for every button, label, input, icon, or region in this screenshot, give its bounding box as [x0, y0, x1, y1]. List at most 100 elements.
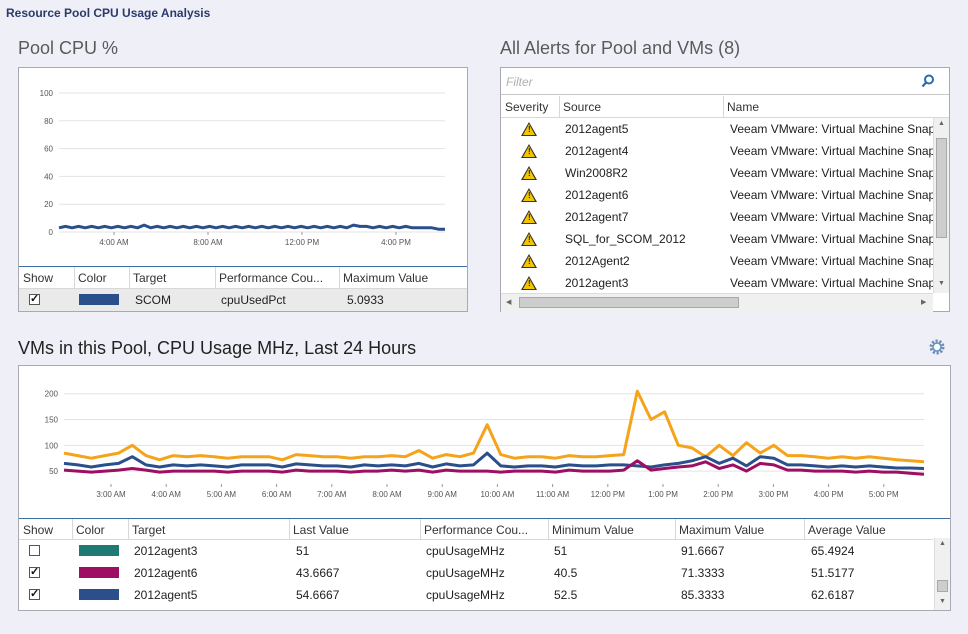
- column-header[interactable]: Target: [132, 523, 166, 537]
- last-value-cell: 51: [296, 544, 310, 558]
- column-separator[interactable]: [559, 96, 560, 117]
- last-value-cell: 54.6667: [296, 588, 340, 602]
- column-header[interactable]: Source: [563, 100, 602, 114]
- column-header[interactable]: Last Value: [293, 523, 349, 537]
- gear-icon[interactable]: [928, 338, 946, 356]
- filter-input[interactable]: Filter: [506, 75, 533, 89]
- scroll-down-icon[interactable]: ▼: [938, 280, 945, 287]
- column-separator[interactable]: [339, 267, 340, 288]
- table-row[interactable]: ✓ 2012agent5 54.6667 cpuUsageMHz 52.5 85.3333…: [19, 584, 933, 606]
- scroll-thumb[interactable]: [937, 580, 948, 592]
- search-icon[interactable]: [921, 74, 935, 88]
- table-row[interactable]: ✓ SCOM cpuUsedPct 5.0933: [19, 289, 467, 311]
- max-value-cell: 85.3333: [681, 588, 725, 602]
- color-swatch: [79, 294, 119, 305]
- column-header[interactable]: Average Value: [808, 523, 886, 537]
- column-header[interactable]: Performance Cou...: [219, 271, 324, 285]
- column-header[interactable]: Maximum Value: [343, 271, 429, 285]
- avg-value-cell: 62.6187: [811, 588, 855, 602]
- filter-box[interactable]: Filter: [501, 68, 949, 95]
- table-row[interactable]: ! 2012agent3 Veeam VMware: Virtual Machine…: [501, 272, 949, 292]
- show-checkbox[interactable]: ✓: [29, 566, 40, 578]
- pool-cpu-chart: 0 20 40 60 80 100 4:00 AM 8:00 AM 12:00 PM 4:00 P…: [40, 89, 445, 247]
- source-cell: 2012agent5: [565, 122, 629, 136]
- scroll-down-icon[interactable]: ▼: [939, 598, 946, 605]
- source-cell: 2012agent7: [565, 210, 629, 224]
- table-row[interactable]: ! SQL_for_SCOM_2012 Veeam VMware: Virtual …: [501, 228, 949, 250]
- vms-chart-xtick-label: 8:00 AM: [372, 490, 402, 499]
- column-separator[interactable]: [72, 519, 73, 539]
- source-cell: 2012agent6: [565, 188, 629, 202]
- color-swatch: [79, 567, 119, 578]
- column-header[interactable]: Show: [23, 271, 54, 285]
- target-cell: 2012agent5: [134, 588, 198, 602]
- show-checkbox[interactable]: [29, 545, 40, 556]
- table-row[interactable]: ✓ 2012agent6 43.6667 cpuUsageMHz 40.5 71.3333…: [19, 562, 933, 584]
- alert-name-cell: Veeam VMware: Virtual Machine Snap: [730, 276, 933, 290]
- table-row[interactable]: ! 2012agent6 Veeam VMware: Virtual Machine…: [501, 184, 949, 206]
- vms-chart-xtick-label: 1:00 PM: [648, 490, 678, 499]
- column-header[interactable]: Target: [133, 271, 167, 285]
- column-header[interactable]: Name: [727, 100, 760, 114]
- target-cell: 2012agent3: [134, 544, 198, 558]
- column-separator[interactable]: [723, 96, 724, 117]
- table-row[interactable]: ! Win2008R2 Veeam VMware: Virtual Machine …: [501, 162, 949, 184]
- max-value-cell: 91.6667: [681, 544, 725, 558]
- avg-value-cell: 65.4924: [811, 544, 855, 558]
- alerts-horizontal-scrollbar[interactable]: ◀ ▶: [501, 293, 933, 312]
- scroll-left-icon[interactable]: ◀: [506, 299, 512, 306]
- vms-chart-xtick-label: 10:00 AM: [480, 490, 514, 499]
- scroll-up-icon[interactable]: ▲: [938, 120, 945, 127]
- min-value-cell: 40.5: [554, 566, 578, 580]
- table-row[interactable]: ! 2012agent4 Veeam VMware: Virtual Machine…: [501, 140, 949, 162]
- pool-cpu-chart-ytick-label: 0: [49, 228, 54, 237]
- window-title: Resource Pool CPU Usage Analysis: [6, 6, 211, 20]
- table-row[interactable]: 2012agent3 51 cpuUsageMHz 51 91.6667 65.4924: [19, 540, 933, 562]
- column-separator[interactable]: [215, 267, 216, 288]
- scroll-right-icon[interactable]: ▶: [921, 299, 927, 306]
- column-separator[interactable]: [548, 519, 549, 539]
- column-header[interactable]: Severity: [505, 100, 549, 114]
- counter-cell: cpuUsageMHz: [426, 544, 505, 558]
- vms-chart-series-line-0: [63, 389, 925, 464]
- alerts-table: Severity Source Name ! 2012agent5 Veeam VMwar…: [501, 96, 949, 292]
- vms-table: Show Color Target Last Value Performance Cou…: [19, 519, 933, 610]
- table-row[interactable]: ! 2012agent5 Veeam VMware: Virtual Machine…: [501, 118, 949, 140]
- column-header[interactable]: Performance Cou...: [424, 523, 529, 537]
- column-separator[interactable]: [128, 519, 129, 539]
- source-cell: 2012Agent2: [565, 254, 630, 268]
- column-separator[interactable]: [129, 267, 130, 288]
- column-header[interactable]: Show: [23, 523, 54, 537]
- column-separator[interactable]: [74, 267, 75, 288]
- horizontal-scroll-thumb[interactable]: [519, 297, 739, 308]
- source-cell: SQL_for_SCOM_2012: [565, 232, 686, 246]
- column-header[interactable]: Maximum Value: [679, 523, 765, 537]
- counter-cell: cpuUsageMHz: [426, 588, 505, 602]
- table-row[interactable]: ! 2012Agent2 Veeam VMware: Virtual Machine…: [501, 250, 949, 272]
- show-checkbox[interactable]: ✓: [29, 588, 40, 600]
- pool-cpu-chart-xtick-label: 8:00 AM: [193, 238, 223, 247]
- column-separator[interactable]: [675, 519, 676, 539]
- alert-name-cell: Veeam VMware: Virtual Machine Snap: [730, 254, 933, 268]
- min-value-cell: 51: [554, 544, 568, 558]
- column-header[interactable]: Color: [76, 523, 105, 537]
- column-separator[interactable]: [420, 519, 421, 539]
- show-checkbox[interactable]: ✓: [29, 293, 40, 305]
- column-header[interactable]: Color: [78, 271, 107, 285]
- target-cell: 2012agent6: [134, 566, 198, 580]
- alerts-vertical-scrollbar[interactable]: ▲ ▼: [933, 118, 949, 293]
- vms-chart-xtick-label: 5:00 PM: [869, 490, 899, 499]
- source-cell: Win2008R2: [565, 166, 628, 180]
- column-separator[interactable]: [804, 519, 805, 539]
- pool-cpu-panel: 0 20 40 60 80 100 4:00 AM 8:00 AM 12:00 PM 4:00 P…: [18, 67, 468, 312]
- vms-vertical-scrollbar[interactable]: ▲ ▼: [934, 538, 950, 610]
- table-row[interactable]: ! 2012agent7 Veeam VMware: Virtual Machine…: [501, 206, 949, 228]
- scroll-up-icon[interactable]: ▲: [939, 540, 946, 547]
- vms-chart-xtick-label: 4:00 PM: [814, 490, 844, 499]
- alert-name-cell: Veeam VMware: Virtual Machine Snap: [730, 144, 933, 158]
- scroll-thumb[interactable]: [936, 138, 947, 238]
- column-header[interactable]: Minimum Value: [552, 523, 634, 537]
- vms-title: VMs in this Pool, CPU Usage MHz, Last 24…: [18, 338, 417, 358]
- column-separator[interactable]: [289, 519, 290, 539]
- pool-cpu-table: Show Color Target Performance Cou... Maximum…: [19, 267, 467, 311]
